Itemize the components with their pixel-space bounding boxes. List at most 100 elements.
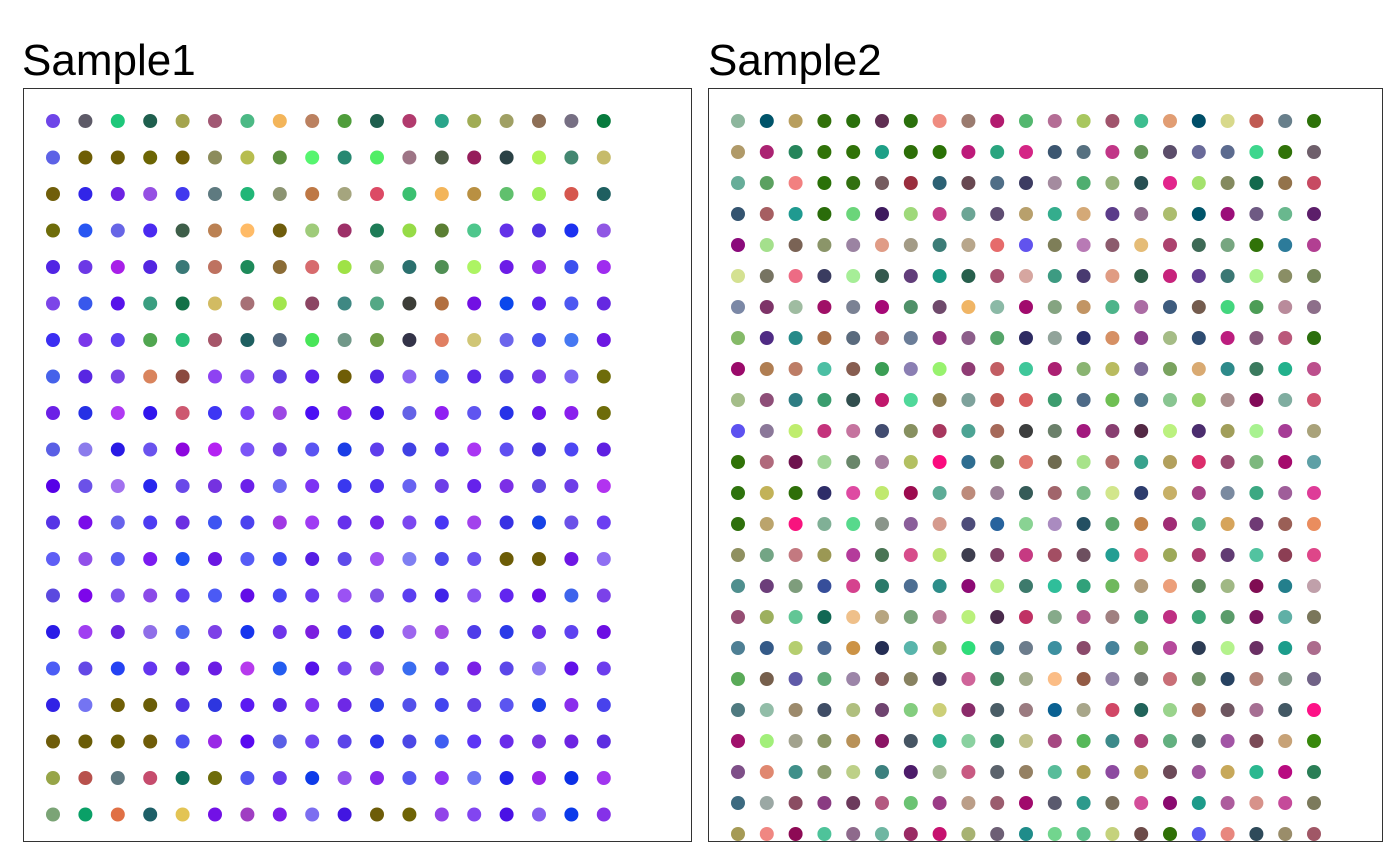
scatter-point xyxy=(272,588,287,603)
scatter-point xyxy=(788,176,803,190)
scatter-point xyxy=(817,300,832,314)
scatter-point xyxy=(110,114,125,128)
scatter-point xyxy=(46,223,60,238)
scatter-point xyxy=(1163,145,1177,159)
scatter-point xyxy=(1019,114,1033,128)
scatter-point xyxy=(961,734,976,748)
scatter-point xyxy=(1076,393,1091,407)
scatter-point xyxy=(932,331,947,345)
scatter-point xyxy=(467,661,482,676)
scatter-point xyxy=(932,486,947,500)
scatter-point xyxy=(731,300,745,314)
scatter-point xyxy=(532,296,546,311)
scatter-point xyxy=(1076,269,1091,283)
scatter-point xyxy=(1191,424,1206,438)
scatter-point xyxy=(305,150,320,165)
scatter-point xyxy=(990,393,1005,407)
scatter-point xyxy=(175,807,190,822)
scatter-point xyxy=(370,442,384,457)
scatter-point xyxy=(1076,610,1091,624)
scatter-point xyxy=(467,625,482,639)
scatter-panel-sample2 xyxy=(708,88,1383,842)
scatter-point xyxy=(1191,331,1206,345)
scatter-point xyxy=(1019,269,1033,283)
scatter-point xyxy=(903,734,918,748)
scatter-point xyxy=(903,610,918,624)
scatter-point xyxy=(731,641,745,655)
scatter-point xyxy=(1249,269,1264,283)
scatter-point xyxy=(846,579,861,593)
scatter-point xyxy=(788,455,803,469)
scatter-point xyxy=(175,296,190,311)
scatter-point xyxy=(337,296,352,311)
scatter-point xyxy=(596,333,611,347)
scatter-point xyxy=(337,479,352,493)
scatter-point xyxy=(1220,548,1235,562)
scatter-point xyxy=(932,269,947,283)
scatter-point xyxy=(564,223,579,238)
scatter-point xyxy=(402,150,417,165)
scatter-point xyxy=(990,176,1005,190)
scatter-point xyxy=(1076,486,1091,500)
scatter-point xyxy=(759,548,774,562)
scatter-point xyxy=(1134,672,1149,686)
scatter-point xyxy=(1076,424,1091,438)
scatter-point xyxy=(305,369,320,384)
scatter-point xyxy=(532,625,546,639)
scatter-point xyxy=(78,260,93,274)
scatter-point xyxy=(1307,641,1321,655)
scatter-point xyxy=(208,442,222,457)
scatter-point xyxy=(143,187,158,201)
scatter-point xyxy=(1105,796,1120,810)
scatter-point xyxy=(1163,703,1177,717)
scatter-point xyxy=(1220,734,1235,748)
scatter-point xyxy=(903,765,918,779)
scatter-point xyxy=(846,238,861,252)
scatter-point xyxy=(1019,300,1033,314)
scatter-point xyxy=(1249,610,1264,624)
scatter-point xyxy=(932,672,947,686)
scatter-point xyxy=(1134,703,1149,717)
scatter-point xyxy=(875,238,889,252)
scatter-point xyxy=(78,588,93,603)
scatter-point xyxy=(731,827,745,841)
scatter-point xyxy=(817,362,832,376)
scatter-point xyxy=(846,300,861,314)
scatter-point xyxy=(1047,672,1062,686)
scatter-point xyxy=(817,672,832,686)
scatter-point xyxy=(46,588,60,603)
scatter-point xyxy=(175,588,190,603)
scatter-point xyxy=(208,734,222,749)
scatter-point xyxy=(564,406,579,420)
scatter-point xyxy=(1220,114,1235,128)
scatter-point xyxy=(1047,703,1062,717)
scatter-point xyxy=(1019,176,1033,190)
scatter-point xyxy=(1249,827,1264,841)
scatter-point xyxy=(467,479,482,493)
scatter-point xyxy=(846,393,861,407)
scatter-point xyxy=(1047,827,1062,841)
scatter-point xyxy=(499,807,514,822)
scatter-point xyxy=(1191,765,1206,779)
scatter-point xyxy=(1220,269,1235,283)
scatter-point xyxy=(788,207,803,221)
scatter-point xyxy=(1105,176,1120,190)
scatter-point xyxy=(175,771,190,785)
scatter-point xyxy=(990,517,1005,531)
scatter-point xyxy=(961,517,976,531)
scatter-point xyxy=(731,610,745,624)
scatter-point xyxy=(731,269,745,283)
scatter-point xyxy=(175,442,190,457)
scatter-point xyxy=(759,486,774,500)
scatter-point xyxy=(1105,331,1120,345)
scatter-point xyxy=(110,807,125,822)
scatter-point xyxy=(1047,176,1062,190)
scatter-point xyxy=(305,734,320,749)
scatter-point xyxy=(817,827,832,841)
scatter-point xyxy=(875,734,889,748)
scatter-point xyxy=(175,187,190,201)
scatter-point xyxy=(337,698,352,712)
scatter-point xyxy=(990,703,1005,717)
scatter-point xyxy=(402,223,417,238)
scatter-point xyxy=(467,369,482,384)
